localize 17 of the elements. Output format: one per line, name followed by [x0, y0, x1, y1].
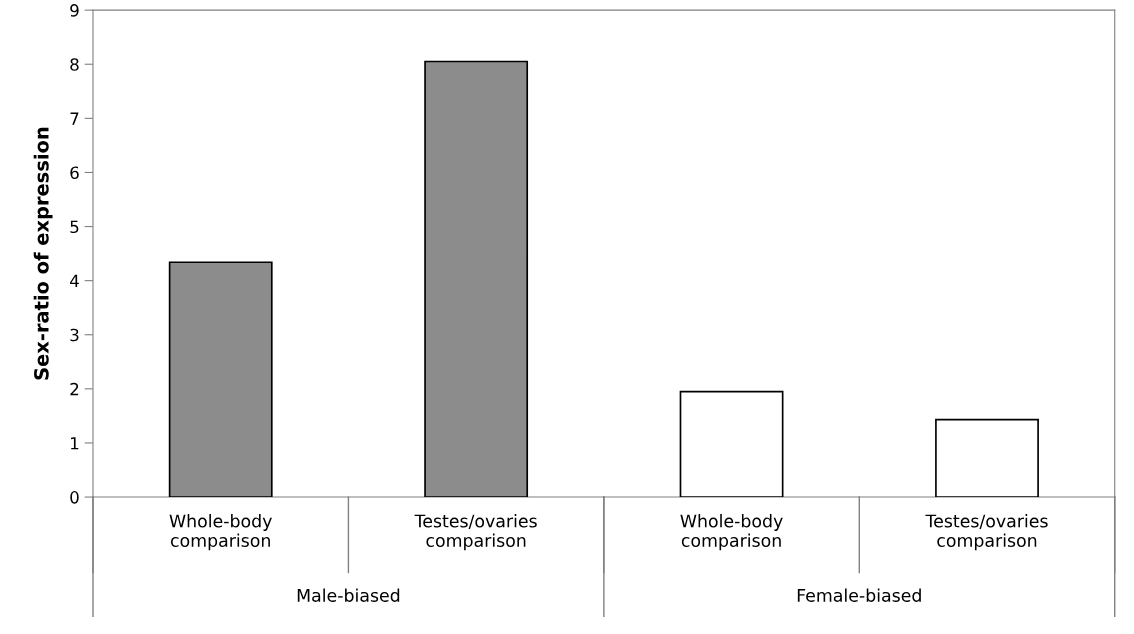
- y-tick-label: 2: [70, 382, 79, 396]
- y-tick-label: 6: [70, 166, 79, 180]
- y-tick-label: 9: [70, 4, 79, 17]
- x-tick-label: Testes/ovaries comparison: [414, 514, 537, 551]
- y-tick-label: 5: [70, 220, 79, 234]
- text: Female-biased: [797, 588, 921, 602]
- y-axis-title: Sex-ratio of expression: [33, 127, 53, 380]
- x-tick-label: Whole-body comparison: [169, 514, 272, 551]
- text: Male-biased: [297, 588, 400, 602]
- x-tick-label: Whole-body comparison: [680, 514, 783, 551]
- x-tick-label: Testes/ovaries comparison: [925, 514, 1048, 551]
- y-tick-label: 7: [70, 112, 79, 125]
- y-tick-label: 0: [70, 491, 79, 504]
- y-tick-label: 3: [70, 328, 79, 342]
- y-tick-label: 4: [70, 274, 79, 287]
- y-tick-label: 1: [71, 437, 79, 450]
- y-tick-label: 8: [70, 58, 79, 71]
